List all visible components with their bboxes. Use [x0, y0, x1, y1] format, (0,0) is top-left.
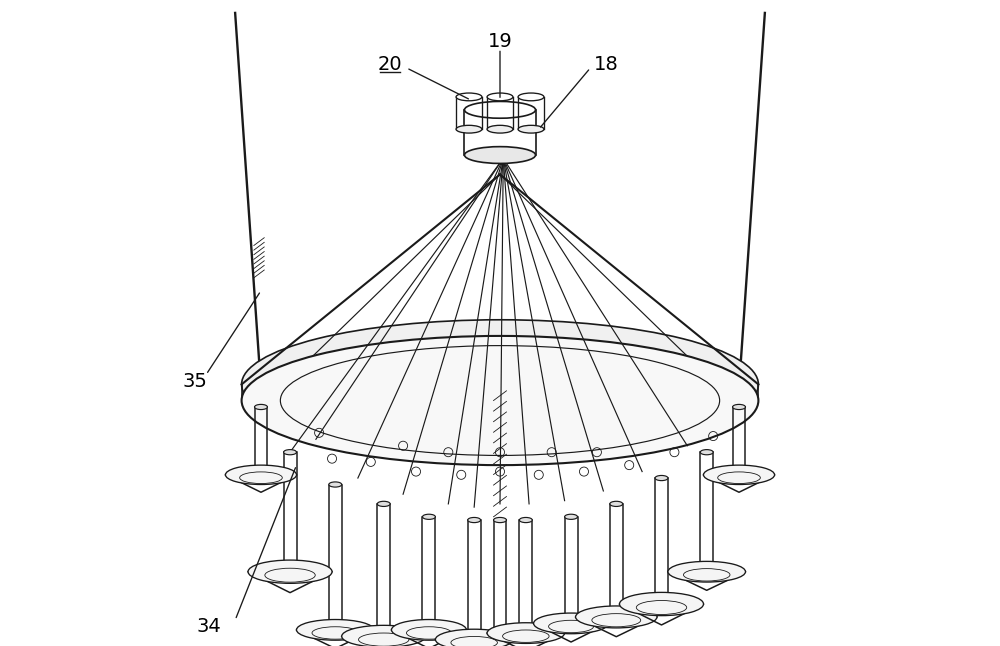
Ellipse shape	[377, 630, 390, 636]
Ellipse shape	[733, 469, 745, 474]
Text: 20: 20	[378, 55, 402, 74]
Ellipse shape	[518, 125, 544, 133]
Ellipse shape	[464, 147, 536, 163]
Ellipse shape	[329, 624, 342, 629]
Ellipse shape	[733, 404, 745, 410]
Ellipse shape	[565, 618, 578, 623]
Ellipse shape	[487, 93, 513, 101]
Ellipse shape	[242, 320, 758, 449]
Ellipse shape	[519, 627, 532, 632]
Ellipse shape	[519, 517, 532, 523]
Ellipse shape	[464, 101, 536, 118]
Ellipse shape	[422, 514, 435, 519]
Ellipse shape	[329, 482, 342, 487]
Ellipse shape	[576, 606, 657, 628]
Ellipse shape	[668, 561, 745, 582]
Ellipse shape	[284, 450, 297, 455]
Ellipse shape	[377, 501, 390, 506]
Ellipse shape	[242, 336, 758, 465]
Text: 18: 18	[594, 55, 619, 74]
Ellipse shape	[297, 620, 374, 640]
Ellipse shape	[468, 517, 481, 523]
Ellipse shape	[435, 629, 513, 646]
Ellipse shape	[391, 620, 466, 640]
Ellipse shape	[342, 625, 426, 646]
Text: 19: 19	[488, 32, 512, 52]
Ellipse shape	[494, 517, 506, 523]
Ellipse shape	[610, 501, 623, 506]
Ellipse shape	[700, 450, 713, 455]
Ellipse shape	[610, 611, 623, 616]
Ellipse shape	[700, 566, 713, 571]
Ellipse shape	[518, 93, 544, 101]
Ellipse shape	[255, 469, 267, 474]
Ellipse shape	[703, 465, 775, 484]
Ellipse shape	[468, 634, 481, 639]
Ellipse shape	[255, 404, 267, 410]
Text: 34: 34	[197, 617, 222, 636]
Ellipse shape	[422, 624, 435, 629]
Ellipse shape	[487, 623, 565, 643]
Ellipse shape	[456, 93, 482, 101]
Ellipse shape	[534, 613, 609, 634]
Ellipse shape	[456, 125, 482, 133]
Ellipse shape	[655, 475, 668, 481]
Ellipse shape	[225, 465, 297, 484]
Ellipse shape	[620, 592, 703, 616]
Ellipse shape	[565, 514, 578, 519]
Ellipse shape	[487, 125, 513, 133]
Ellipse shape	[248, 560, 332, 583]
Ellipse shape	[655, 598, 668, 603]
Ellipse shape	[284, 566, 297, 571]
Text: 35: 35	[183, 371, 208, 391]
